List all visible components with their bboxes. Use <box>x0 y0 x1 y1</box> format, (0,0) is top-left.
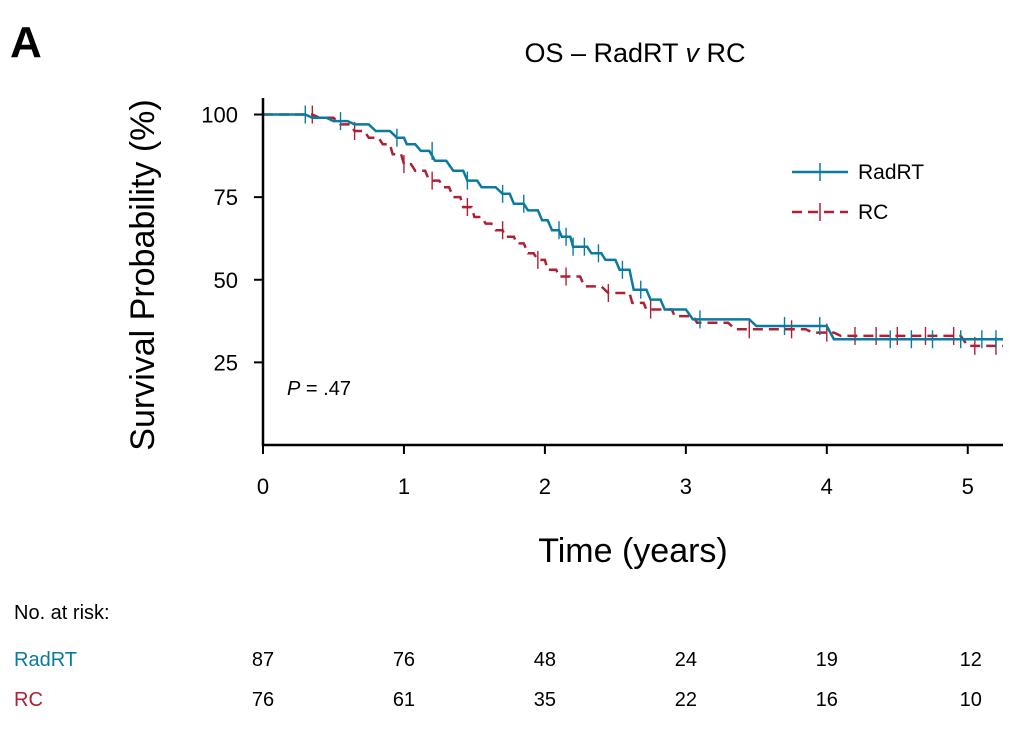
series-line-radrt <box>263 113 1003 341</box>
y-tick-label-100: 100 <box>201 103 238 128</box>
p-value-text: = .47 <box>300 378 351 400</box>
risk-cell-rc-0: 76 <box>251 689 275 711</box>
x-tick-label-5: 5 <box>962 474 974 499</box>
risk-cell-rc-5: 10 <box>959 689 982 711</box>
legend-label-rc: RC <box>858 201 888 224</box>
risk-cell-radrt-1: 76 <box>392 649 416 671</box>
risk-cell-radrt-2: 48 <box>533 649 557 671</box>
survival-chart: OS – RadRT v RC 0 1 2 3 4 5 25 50 75 100 Time (y… <box>124 38 1003 570</box>
legend-item-rc: RC <box>792 201 888 224</box>
y-axis-title: Survival Probability (%) <box>124 99 162 450</box>
risk-table-header: No. at risk: <box>14 602 110 624</box>
risk-cell-rc-1: 61 <box>392 689 416 711</box>
risk-cell-rc-4: 16 <box>815 689 838 711</box>
x-tick-label-1: 1 <box>398 474 410 499</box>
p-value-annotation: P = .47 <box>287 378 351 400</box>
risk-table: No. at risk: RadRT 87 76 48 24 19 12 RC 76 61 35 22… <box>0 600 1022 730</box>
risk-cell-radrt-0: 87 <box>251 649 275 671</box>
x-tick-label-4: 4 <box>821 474 833 499</box>
x-tick-label-3: 3 <box>680 474 692 499</box>
risk-row-label-radrt: RadRT <box>14 649 77 671</box>
x-tick-label-2: 2 <box>539 474 551 499</box>
risk-cell-radrt-5: 12 <box>959 649 982 671</box>
risk-cell-rc-3: 22 <box>674 689 697 711</box>
y-tick-label-25: 25 <box>214 350 238 375</box>
x-tick-label-0: 0 <box>257 474 269 499</box>
y-ticks: 25 50 75 100 <box>201 103 263 375</box>
y-tick-label-50: 50 <box>214 268 238 293</box>
legend: RadRT RC <box>792 161 924 224</box>
p-value-italic: P <box>287 378 301 400</box>
chart-title-main: OS – RadRT <box>524 38 685 68</box>
legend-label-radrt: RadRT <box>858 161 924 184</box>
y-tick-label-75: 75 <box>214 185 238 210</box>
chart-title-italic: v <box>686 38 701 68</box>
chart-title-tail: RC <box>699 38 746 68</box>
risk-cell-radrt-4: 19 <box>815 649 838 671</box>
risk-cell-radrt-3: 24 <box>674 649 697 671</box>
plot-area <box>263 105 1003 355</box>
legend-item-radrt: RadRT <box>792 161 924 184</box>
risk-row-label-rc: RC <box>14 689 43 711</box>
chart-title: OS – RadRT v RC <box>524 38 745 68</box>
x-ticks: 0 1 2 3 4 5 <box>257 445 974 499</box>
x-axis-title: Time (years) <box>538 532 728 570</box>
series-line-rc <box>263 113 1003 348</box>
risk-cell-rc-2: 35 <box>533 689 557 711</box>
panel-letter: A <box>10 18 42 67</box>
